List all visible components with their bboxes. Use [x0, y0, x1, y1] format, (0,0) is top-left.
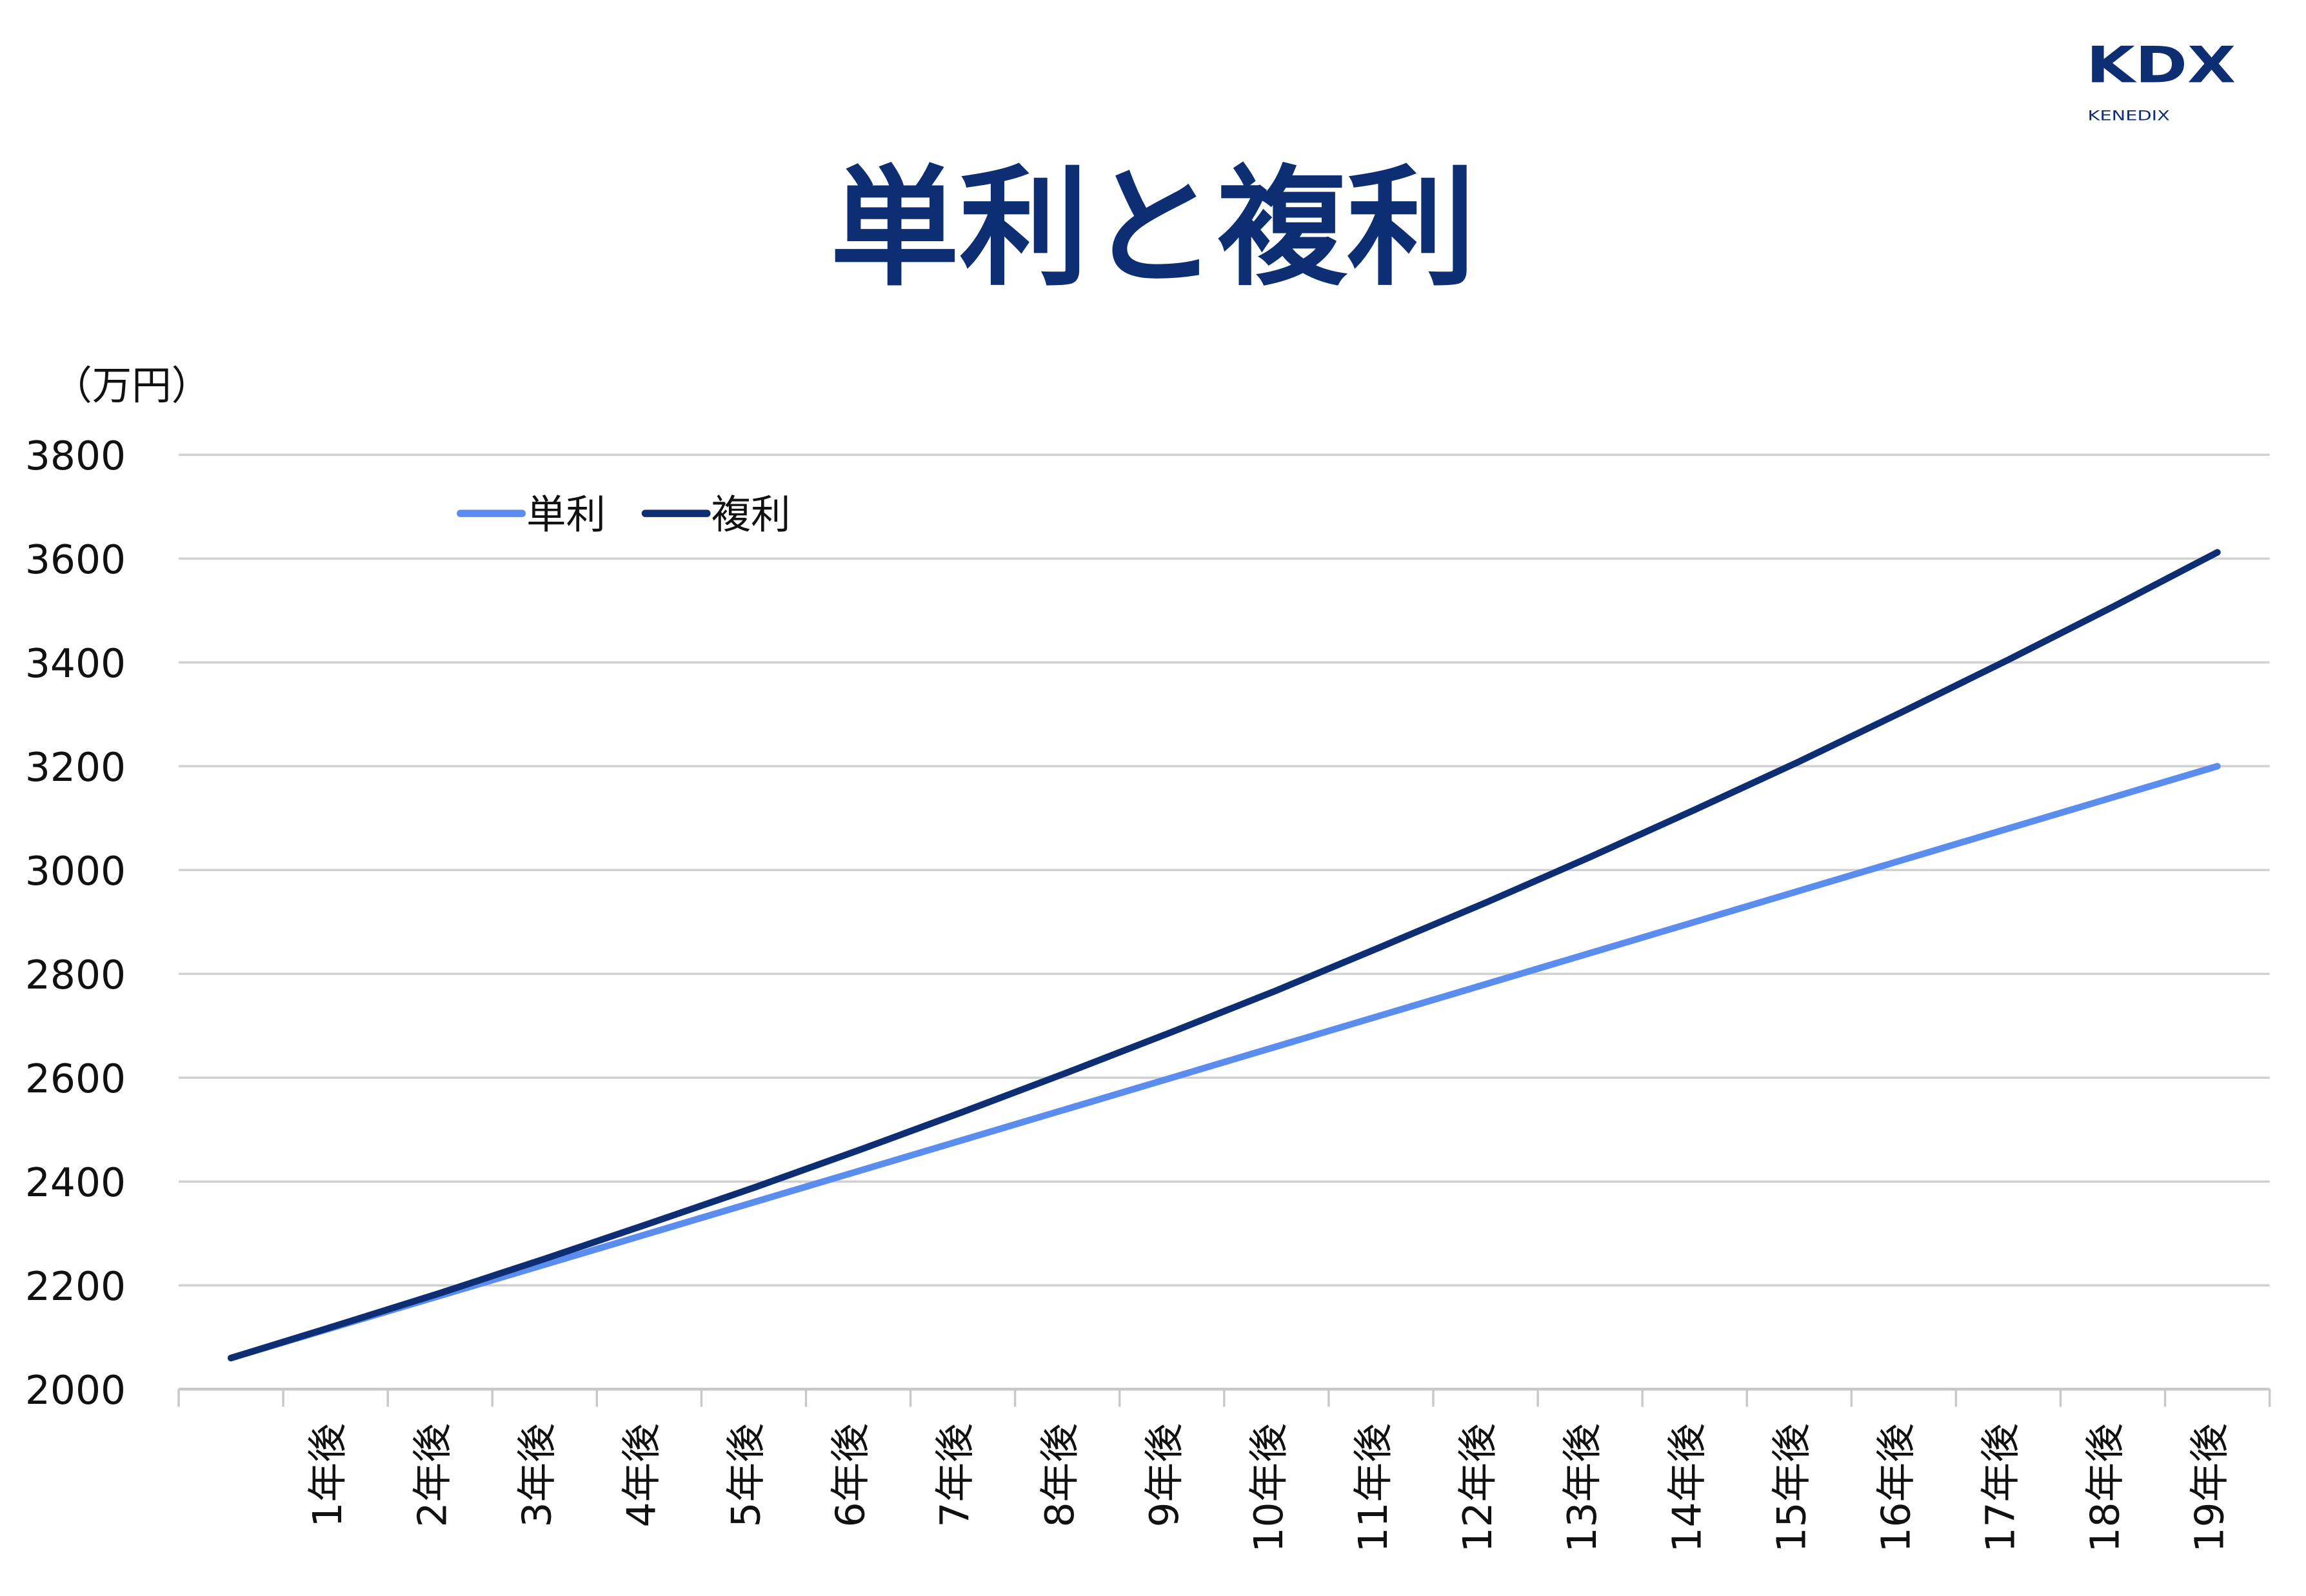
- x-tick-label: 14年後: [1664, 1423, 1710, 1553]
- x-tick-label: 17年後: [1978, 1423, 2024, 1553]
- y-tick-label: 3400: [25, 641, 126, 687]
- x-tick-label: 11年後: [1351, 1423, 1397, 1553]
- kdx-logo: KDX KENEDIX: [2086, 36, 2236, 124]
- y-axis: 2000 2200 2400 2600 2800 3000 3200 3400 3600 3800: [25, 433, 126, 1414]
- series-lines: [227, 549, 2221, 1362]
- x-tick-label: 12年後: [1455, 1423, 1501, 1553]
- logo-mark: KDX: [2086, 36, 2236, 94]
- legend-label: 単利: [526, 492, 606, 538]
- y-tick-label: 2600: [25, 1056, 126, 1102]
- x-tick-label: 1年後: [305, 1423, 351, 1528]
- y-tick-label: 3600: [25, 537, 126, 583]
- x-tick-label: 15年後: [1769, 1423, 1814, 1553]
- series-line-simple: [227, 763, 2221, 1362]
- x-tick-label: 13年後: [1560, 1423, 1605, 1553]
- y-tick-label: 2400: [25, 1160, 126, 1206]
- y-tick-label: 3000: [25, 849, 126, 894]
- x-tick-label: 7年後: [933, 1423, 979, 1528]
- x-axis: 1年後 2年後 3年後 4年後 5年後 6年後 7年後 8年後 9年後 10年後 11年後 12年後 1…: [177, 1387, 2271, 1553]
- legend-label: 複利: [711, 492, 791, 538]
- x-tick-label: 18年後: [2083, 1423, 2129, 1553]
- x-tick-label: 8年後: [1037, 1423, 1083, 1528]
- y-unit-label: （万円）: [52, 363, 211, 409]
- y-tick-label: 2200: [25, 1264, 126, 1310]
- chart-title: 単利と複利: [830, 153, 1476, 304]
- x-tick-label: 10年後: [1246, 1423, 1292, 1553]
- y-tick-label: 2800: [25, 952, 126, 998]
- x-tick-label: 6年後: [828, 1423, 874, 1528]
- y-tick-label: 2000: [25, 1368, 126, 1414]
- y-tick-label: 3800: [25, 433, 126, 479]
- x-tick-label: 5年後: [724, 1423, 770, 1528]
- gridlines: [179, 453, 2270, 1286]
- x-tick-label: 16年後: [1873, 1423, 1919, 1553]
- x-tick-label: 4年後: [619, 1423, 664, 1528]
- x-tick-label: 3年後: [514, 1423, 560, 1528]
- x-tick-label: 19年後: [2187, 1423, 2233, 1553]
- x-tick-label: 9年後: [1142, 1423, 1188, 1528]
- series-line-compound: [227, 549, 2221, 1362]
- y-tick-label: 3200: [25, 745, 126, 791]
- legend: 単利 複利: [457, 492, 791, 538]
- logo-sub: KENEDIX: [2088, 108, 2171, 124]
- x-tick-label: 2年後: [410, 1423, 455, 1528]
